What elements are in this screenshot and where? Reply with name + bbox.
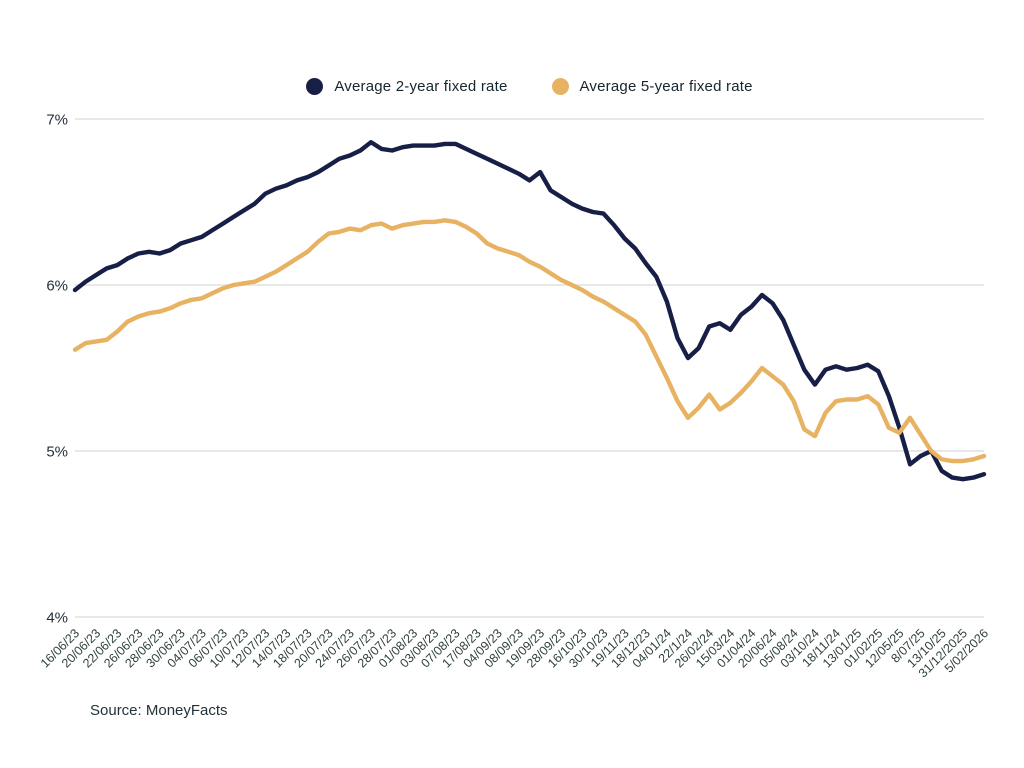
series-line-2yr	[72, 140, 987, 482]
source-caption: Source: MoneyFacts	[90, 702, 228, 719]
y-tick-label: 4%	[46, 610, 68, 627]
legend: Average 2-year fixed rate Average 5-year…	[75, 78, 984, 95]
y-tick-label: 6%	[46, 278, 68, 295]
legend-item-2yr: Average 2-year fixed rate	[306, 78, 507, 95]
legend-dot-2yr-icon	[306, 78, 324, 95]
legend-label-5yr: Average 5-year fixed rate	[579, 78, 753, 95]
legend-label-2yr: Average 2-year fixed rate	[334, 78, 508, 95]
y-tick-label: 7%	[46, 112, 68, 129]
series-line-5yr	[72, 218, 987, 464]
legend-dot-5yr-icon	[551, 78, 569, 95]
legend-item-5yr: Average 5-year fixed rate	[551, 78, 753, 95]
y-tick-label: 5%	[46, 444, 68, 461]
